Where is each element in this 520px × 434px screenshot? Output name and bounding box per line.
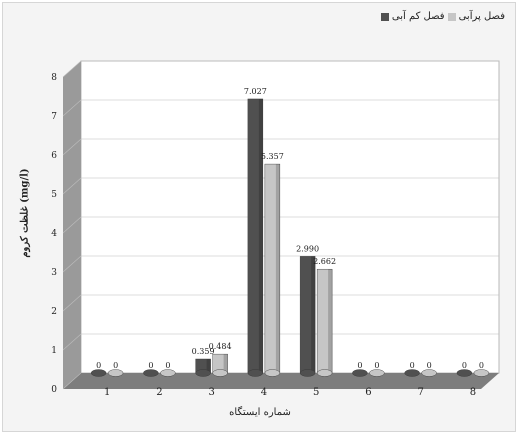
bar-series-a-base — [352, 369, 368, 377]
y-axis-label: غلظت کروم (mg/l) — [19, 168, 31, 258]
data-label: 2.990 — [296, 244, 319, 253]
y-tick-label: 3 — [51, 268, 57, 278]
bar-series-b-base — [369, 369, 385, 377]
gridline-side — [62, 333, 82, 351]
bar-series-b-shade — [223, 354, 228, 373]
bar-series-b-base — [421, 369, 437, 377]
data-label: 0 — [357, 361, 362, 370]
x-tick-label: 5 — [313, 387, 319, 398]
legend-swatch-series-a — [380, 12, 389, 21]
bar-series-b-base — [160, 369, 176, 377]
gridline-side — [62, 216, 82, 234]
bar-series-b-base — [473, 369, 490, 377]
y-tick-label: 1 — [51, 346, 57, 356]
bar-series-a-base — [299, 369, 316, 377]
gridline-side — [62, 177, 82, 195]
data-label: 7.027 — [244, 87, 267, 96]
x-tick-label: 7 — [417, 387, 423, 398]
y-tick-label: 4 — [51, 229, 57, 239]
gridline-side — [62, 60, 82, 78]
legend-swatch-series-b — [447, 12, 456, 21]
x-tick-label: 1 — [104, 387, 110, 398]
data-label: 0 — [427, 361, 432, 370]
bar-series-b-base — [107, 369, 124, 377]
y-tick-label: 2 — [51, 307, 57, 317]
chart-frame: 0 1 2 3 4 5 6 7 8 0 0 1 0 0 2 0.359 0.484 3 7.027 5.357 4 2.9… — [2, 2, 516, 432]
bar-series-a-base — [90, 369, 107, 377]
bar-series-a-shade — [258, 98, 263, 374]
data-label: 0 — [374, 361, 379, 370]
legend: فصل پرآبی فصل کم آبی — [380, 11, 505, 22]
plot-floor — [63, 373, 499, 389]
bar-series-a-base — [143, 369, 159, 377]
x-tick-label: 4 — [261, 387, 267, 398]
y-tick-label: 0 — [51, 385, 57, 395]
gridline-side — [62, 294, 82, 312]
data-label: 2.662 — [313, 257, 336, 266]
y-tick-label: 6 — [51, 151, 57, 161]
data-label: 0 — [113, 361, 118, 370]
data-label: 0 — [462, 361, 467, 370]
bar-series-a-base — [247, 369, 264, 377]
bar-series-a-base — [404, 369, 420, 377]
data-label: 0 — [148, 361, 153, 370]
data-label: 0 — [96, 361, 101, 370]
legend-label-series-b: فصل پرآبی — [458, 11, 505, 22]
y-tick-label: 8 — [51, 73, 57, 83]
bar-series-a-base — [195, 369, 211, 377]
gridline-side — [62, 138, 82, 156]
gridline-side — [62, 372, 82, 390]
x-tick-label: 3 — [208, 387, 214, 398]
data-label: 0.359 — [192, 347, 215, 356]
data-label: 0 — [479, 361, 484, 370]
bar-series-a-shade — [206, 358, 211, 373]
x-axis-label: شماره ایستگاه — [229, 407, 291, 418]
x-tick-label: 6 — [365, 387, 371, 398]
data-label: 0 — [165, 361, 170, 370]
bar-series-b-base — [212, 369, 228, 377]
legend-label-series-a: فصل کم آبی — [391, 11, 445, 22]
bar-series-b-shade — [328, 269, 333, 373]
gridline-side — [62, 255, 82, 273]
data-label: 5.357 — [261, 152, 284, 161]
data-label: 0 — [410, 361, 415, 370]
bar-series-a-base — [456, 369, 473, 377]
data-label: 0.484 — [209, 342, 232, 351]
bar-series-b-base — [316, 369, 333, 377]
y-tick-label: 7 — [51, 112, 57, 122]
bar-series-b-base — [264, 369, 281, 377]
x-tick-label: 2 — [156, 387, 162, 398]
y-tick-label: 5 — [51, 190, 57, 200]
gridline-side — [62, 99, 82, 117]
x-tick-label: 8 — [470, 387, 476, 398]
bar-series-a-shade — [311, 256, 316, 373]
bar-series-b-shade — [275, 164, 280, 373]
